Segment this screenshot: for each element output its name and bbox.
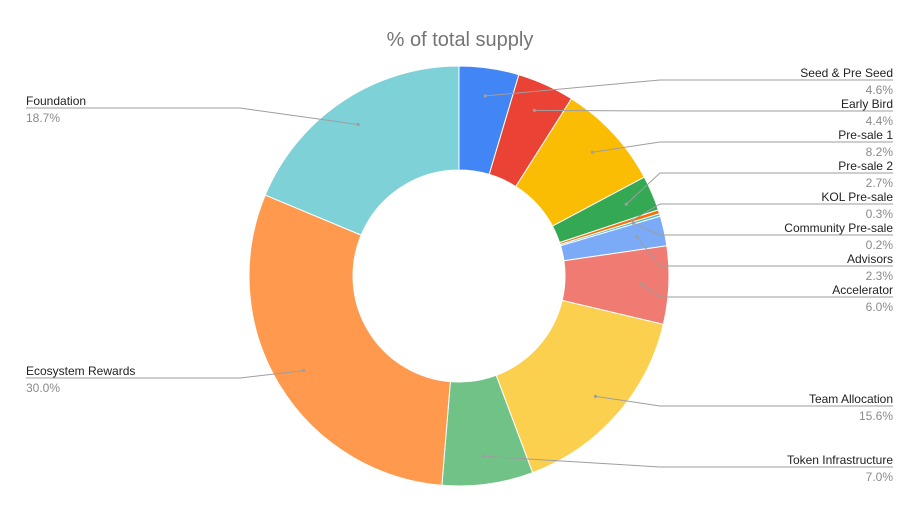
leader-line (26, 370, 304, 379)
slice-percent: 8.2% (866, 145, 894, 159)
label-group-kol-pre-sale: KOL Pre-sale 0.3% (630, 190, 894, 222)
slice-label: Pre-sale 2 (838, 159, 893, 173)
leader-line (632, 222, 893, 236)
slice-percent: 7.0% (866, 470, 894, 484)
label-group-foundation: Foundation 18.7% (26, 94, 360, 127)
label-group-early-bird: Early Bird 4.4% (532, 97, 894, 128)
label-group-pre-sale-2: Pre-sale 2 2.7% (624, 159, 894, 206)
label-group-team-allocation: Team Allocation 15.6% (593, 392, 893, 423)
leader-line (485, 79, 893, 97)
label-group-pre-sale-1: Pre-sale 1 8.2% (590, 128, 894, 159)
slice-percent: 6.0% (866, 300, 894, 314)
label-group-community-pre-sale: Community Pre-sale 0.2% (631, 221, 894, 252)
leader-line (484, 455, 893, 468)
leader-line (625, 172, 893, 205)
slice-foundation[interactable] (264, 65, 460, 236)
slice-label: KOL Pre-sale (821, 190, 893, 204)
slice-team-allocation[interactable] (495, 299, 664, 474)
leader-line (595, 395, 893, 407)
slice-label: Community Pre-sale (784, 221, 893, 235)
slice-label: Accelerator (832, 283, 893, 297)
slice-percent: 0.3% (866, 207, 894, 221)
label-group-token-infrastructure: Token Infrastructure 7.0% (482, 453, 893, 484)
slice-ecosystem-rewards[interactable] (248, 194, 451, 486)
leader-line (26, 107, 359, 126)
leader-line (636, 236, 893, 267)
leader-line (640, 283, 893, 298)
slice-label: Foundation (26, 94, 86, 108)
slice-label: Ecosystem Rewards (26, 364, 135, 378)
slice-label: Early Bird (841, 97, 893, 111)
leader-line (592, 141, 893, 153)
slice-percent: 4.6% (866, 83, 894, 97)
slice-label: Token Infrastructure (787, 453, 893, 467)
slices-group (248, 65, 670, 487)
slice-label: Pre-sale 1 (838, 128, 893, 142)
slice-percent: 0.2% (866, 238, 894, 252)
slice-label: Seed & Pre Seed (800, 66, 893, 80)
slice-percent: 15.6% (859, 409, 893, 423)
slice-percent: 2.7% (866, 176, 894, 190)
slice-label: Advisors (847, 252, 893, 266)
label-group-seed-pre-seed: Seed & Pre Seed 4.6% (483, 66, 894, 98)
label-group-ecosystem-rewards: Ecosystem Rewards 30.0% (26, 364, 306, 395)
slice-percent: 4.4% (866, 114, 894, 128)
leader-line (534, 109, 893, 112)
slice-percent: 30.0% (26, 381, 60, 395)
chart-title: % of total supply (387, 29, 534, 51)
slice-percent: 18.7% (26, 111, 60, 125)
slice-percent: 2.3% (866, 269, 894, 283)
label-group-accelerator: Accelerator 6.0% (639, 282, 893, 314)
slice-label: Team Allocation (809, 392, 893, 406)
leader-line (632, 203, 893, 221)
label-group-advisors: Advisors 2.3% (635, 235, 893, 283)
